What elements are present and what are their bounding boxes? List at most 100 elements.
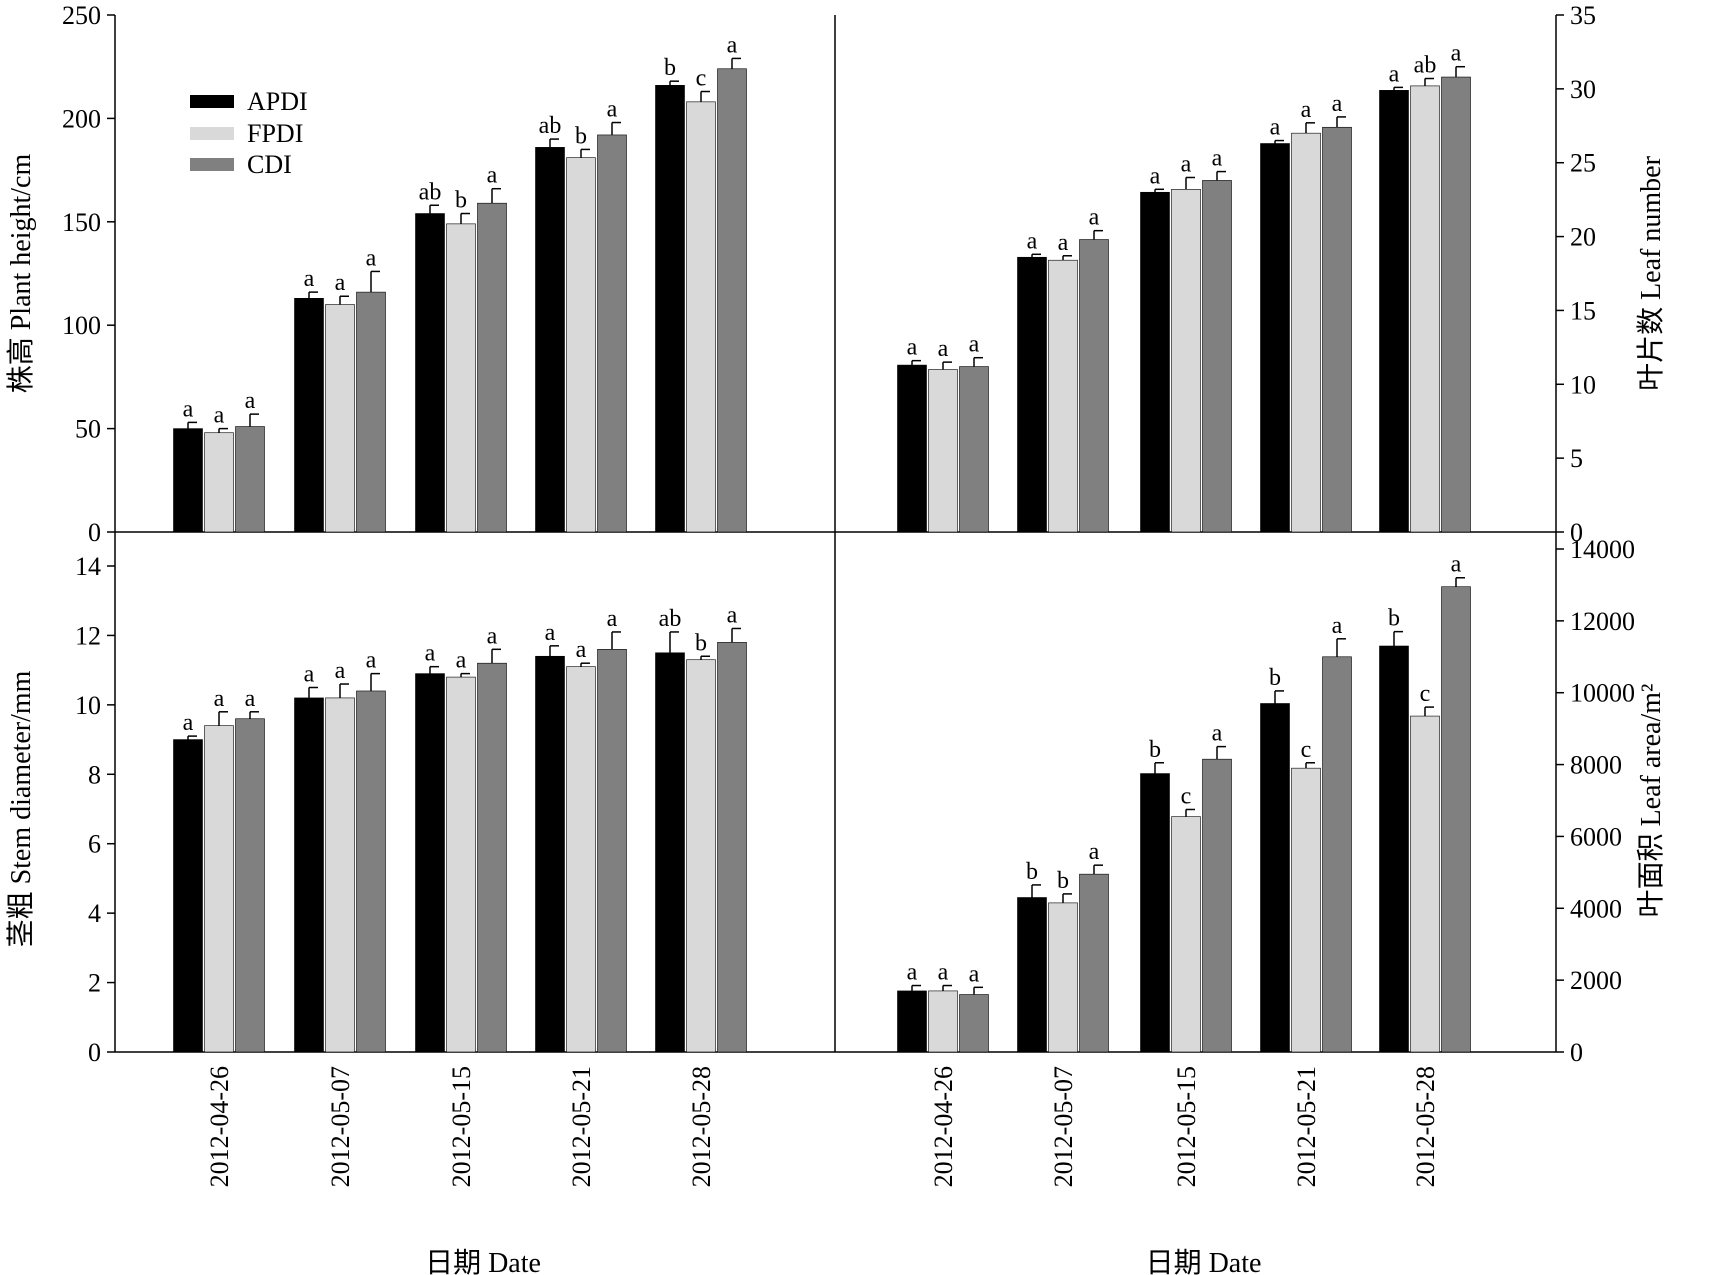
bar-cdi	[1441, 76, 1471, 533]
legend-label-apdi: APDI	[247, 87, 308, 116]
bar-apdi	[294, 298, 324, 533]
significance-letter: b	[695, 630, 707, 656]
significance-letter: a	[1212, 721, 1223, 747]
significance-letter: a	[425, 641, 436, 667]
bar-apdi	[415, 673, 445, 1053]
significance-letter: ab	[539, 113, 562, 139]
y-tick-label: 8000	[1570, 751, 1622, 780]
significance-letter: a	[1181, 151, 1192, 177]
y-tick-label: 15	[1570, 296, 1596, 325]
significance-letter: a	[907, 960, 918, 986]
bar-fpdi	[1171, 189, 1201, 533]
bar-cdi	[356, 690, 386, 1053]
y-axis-title: 叶片数 Leaf number	[1635, 155, 1667, 390]
significance-letter: a	[969, 961, 980, 987]
y-tick-label: 20	[1570, 223, 1596, 252]
significance-letter: a	[304, 266, 315, 292]
bar-apdi	[535, 147, 565, 533]
y-tick-label: 250	[62, 1, 101, 30]
significance-letter: a	[183, 710, 194, 736]
y-tick-label: 0	[1570, 1038, 1583, 1067]
significance-letter: b	[664, 55, 676, 81]
bar-apdi	[415, 213, 445, 533]
significance-letter: a	[607, 97, 618, 123]
significance-letter: a	[183, 396, 194, 422]
significance-letter: a	[938, 960, 949, 986]
bar-fpdi	[446, 676, 476, 1053]
y-tick-label: 4000	[1570, 894, 1622, 923]
bar-fpdi	[325, 304, 355, 533]
x-tick-label: 2012-05-21	[1292, 1066, 1321, 1187]
bar-apdi	[655, 652, 685, 1053]
bar-apdi	[1140, 773, 1170, 1053]
bar-fpdi	[566, 666, 596, 1053]
bar-cdi	[1202, 180, 1232, 533]
x-tick-label: 2012-05-28	[1411, 1066, 1440, 1187]
bar-apdi	[173, 428, 203, 533]
bar-cdi	[477, 202, 507, 533]
bar-fpdi	[1291, 767, 1321, 1053]
y-tick-label: 5	[1570, 444, 1583, 473]
significance-letter: ab	[1414, 53, 1437, 79]
significance-letter: a	[1332, 91, 1343, 117]
bar-apdi	[1260, 703, 1290, 1053]
significance-letter: b	[1269, 665, 1281, 691]
significance-letter: a	[487, 623, 498, 649]
significance-letter: c	[696, 66, 707, 92]
significance-letter: a	[1058, 230, 1069, 256]
bar-cdi	[1202, 758, 1232, 1053]
y-tick-label: 100	[62, 311, 101, 340]
bar-apdi	[1260, 143, 1290, 533]
bar-cdi	[959, 366, 989, 533]
x-tick-label: 2012-05-15	[1172, 1066, 1201, 1187]
y-tick-label: 14000	[1570, 535, 1635, 564]
bar-cdi	[959, 994, 989, 1053]
y-tick-label: 0	[88, 518, 101, 547]
y-tick-label: 200	[62, 104, 101, 133]
significance-letter: a	[1332, 613, 1343, 639]
significance-letter: c	[1420, 681, 1431, 707]
y-tick-label: 10000	[1570, 679, 1635, 708]
bar-cdi	[235, 718, 265, 1053]
bar-fpdi	[566, 157, 596, 533]
significance-letter: b	[1149, 737, 1161, 763]
significance-letter: a	[245, 388, 256, 414]
bar-cdi	[1322, 656, 1352, 1053]
y-tick-label: 35	[1570, 1, 1596, 30]
bar-fpdi	[1048, 259, 1078, 533]
y-tick-label: 14	[75, 552, 101, 581]
bar-apdi	[1140, 191, 1170, 533]
y-tick-label: 12	[75, 621, 101, 650]
bar-cdi	[717, 68, 747, 533]
x-tick-label: 2012-04-26	[205, 1066, 234, 1187]
legend-label-fpdi: FPDI	[247, 119, 303, 148]
y-tick-label: 50	[75, 415, 101, 444]
significance-letter: a	[907, 335, 918, 361]
y-tick-label: 150	[62, 208, 101, 237]
bar-apdi	[1017, 897, 1047, 1053]
x-tick-label: 2012-05-15	[447, 1066, 476, 1187]
bar-apdi	[1017, 256, 1047, 533]
significance-letter: a	[366, 245, 377, 271]
x-tick-label: 2012-05-21	[567, 1066, 596, 1187]
y-tick-label: 8	[88, 760, 101, 789]
bar-apdi	[173, 739, 203, 1053]
bar-cdi	[1079, 239, 1109, 533]
bar-cdi	[1441, 586, 1471, 1053]
bar-fpdi	[686, 659, 716, 1053]
bar-fpdi	[1410, 85, 1440, 533]
bar-apdi	[1379, 90, 1409, 533]
significance-letter: a	[1089, 839, 1100, 865]
legend-label-cdi: CDI	[247, 150, 292, 179]
significance-letter: a	[545, 620, 556, 646]
significance-letter: a	[487, 163, 498, 189]
bar-cdi	[717, 642, 747, 1053]
bar-apdi	[655, 85, 685, 533]
significance-letter: a	[1389, 61, 1400, 87]
x-tick-label: 2012-05-07	[326, 1066, 355, 1187]
significance-letter: a	[607, 606, 618, 632]
significance-letter: a	[969, 332, 980, 358]
significance-letter: a	[335, 270, 346, 296]
